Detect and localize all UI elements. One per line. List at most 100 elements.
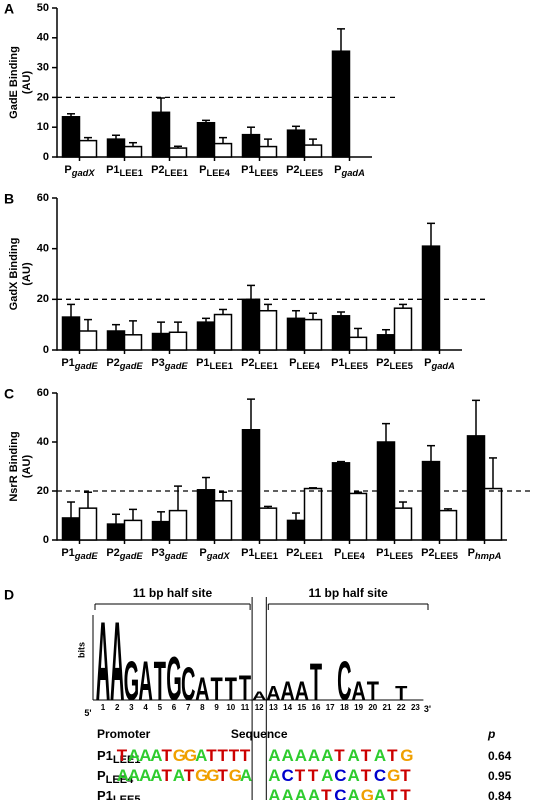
y-tick-label: 60 [37,387,49,399]
logo-y-label: bits [76,642,86,658]
bar [303,487,323,541]
y-axis-label: GadE Binding [8,46,20,119]
bar [78,330,98,351]
bar [258,507,278,541]
position-label: 8 [200,703,205,712]
position-label: 17 [326,703,335,712]
bar [393,307,413,351]
position-label: 20 [368,703,377,712]
x-tick-label: P2LEE5 [421,547,458,561]
x-tick-label: P1LEE1 [196,357,233,371]
logo-letter: T [395,683,408,705]
x-tick-label: P2LEE5 [376,357,413,371]
y-axis-label: GadX Binding [8,238,20,311]
bar [331,315,351,351]
logo-letter: A [138,649,152,712]
bar [213,313,233,351]
bar [331,462,351,541]
bar [421,460,441,541]
logo-letter: A [195,671,209,707]
bar [151,520,171,541]
position-label: 11 [241,703,250,712]
sequence-left: TAAATGGATTTT [117,746,251,765]
promoter-name: PLEE4 [97,768,134,785]
panel-label: C [4,386,14,402]
logo-letter: T [225,671,238,707]
table-header: Promoter [97,727,151,741]
position-label: 3 [129,703,134,712]
table-header: Sequence [231,727,288,741]
logo-letter: A [295,676,309,705]
logo-letter: C [181,657,195,710]
position-label: 14 [283,703,292,712]
logo-letter: T [154,649,166,712]
bar [286,519,306,541]
y-tick-label: 20 [37,485,49,497]
bar [421,245,441,351]
half-site-label: 11 bp half site [308,586,388,600]
bar [151,332,171,351]
bar [213,500,233,541]
x-tick-label: P1gadE [61,357,98,371]
x-tick-label: PgadX [64,164,95,178]
x-tick-label: PgadA [424,357,455,371]
position-label: 16 [312,703,321,712]
logo-letter: A [252,690,267,703]
bar [303,318,323,351]
sequence-left: AAAATATGGTGA [117,766,252,785]
logo-letter: T [239,669,252,708]
y-axis-label: (AU) [21,71,33,95]
bar [123,145,143,158]
y-tick-label: 0 [43,151,49,163]
y-axis-label: (AU) [21,455,33,479]
panel-label: D [4,587,14,603]
y-tick-label: 10 [37,121,49,133]
sequence-right: AAAAT CAGAT T [268,786,411,800]
position-label: 1 [101,703,106,712]
x-tick-label: PgadA [334,164,365,178]
bar [258,309,278,351]
p-value: 0.64 [488,749,512,763]
bar [483,487,503,541]
bar [61,517,81,541]
bar [61,316,81,351]
logo-letter: T [210,671,223,707]
bar [213,142,233,158]
y-tick-label: 40 [37,32,49,44]
sequence-right: AAAAAT AT AT G [268,746,413,765]
bar [168,331,188,351]
panel-label: A [4,1,14,17]
y-axis-label: (AU) [21,262,33,286]
x-tick-label: PLEE4 [334,547,366,561]
three-prime: 3' [424,704,431,714]
position-label: 23 [411,703,420,712]
bar [466,435,486,541]
table-header: p [487,727,495,741]
x-tick-label: PhmpA [468,547,502,561]
bar [286,317,306,351]
x-tick-label: P3gadE [151,357,188,371]
bar [78,139,98,158]
logo-letter: G [124,649,140,712]
bar [303,144,323,158]
promoter-name: P1LEE1 [97,748,141,765]
position-label: 2 [115,703,120,712]
bar [258,145,278,158]
p-value: 0.95 [488,769,512,783]
y-tick-label: 0 [43,534,49,546]
x-tick-label: PgadX [199,547,230,561]
bar [123,334,143,351]
bar [376,334,396,351]
y-tick-label: 0 [43,344,49,356]
position-label: 21 [383,703,392,712]
bar [151,111,171,158]
position-label: 18 [340,703,349,712]
y-tick-label: 30 [37,62,49,74]
panel-label: B [4,191,14,207]
promoter-name: P1LEE5 [97,788,141,800]
x-tick-label: P2gadE [106,547,143,561]
bar [286,129,306,158]
y-tick-label: 40 [37,243,49,255]
logo-letter: A [351,676,365,705]
